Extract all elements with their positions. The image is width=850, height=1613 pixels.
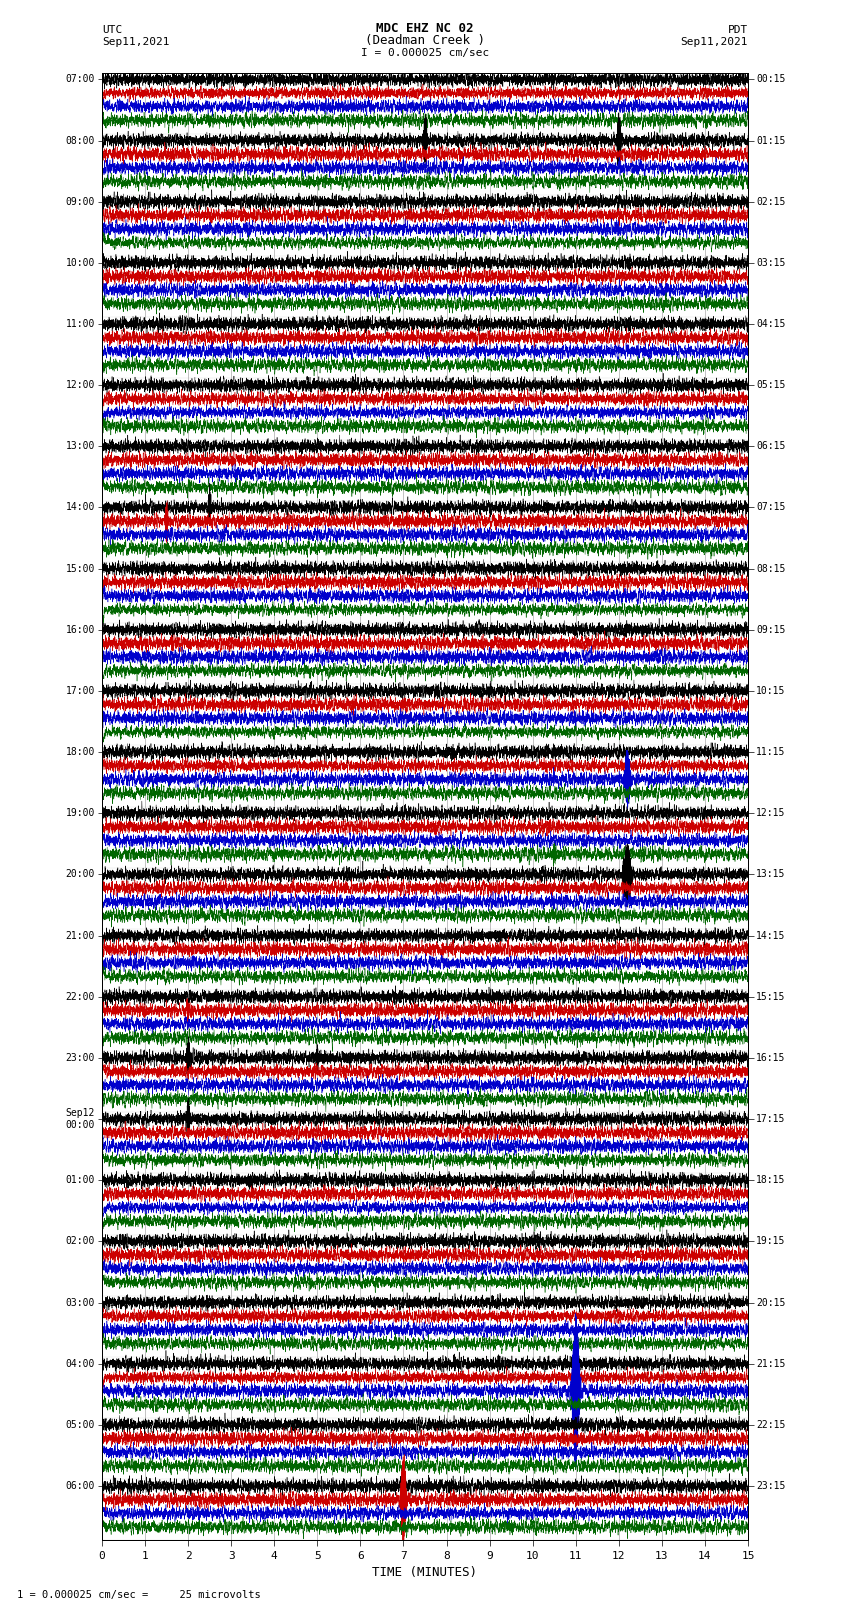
Text: (Deadman Creek ): (Deadman Creek ) xyxy=(365,34,485,47)
Text: 1 = 0.000025 cm/sec =     25 microvolts: 1 = 0.000025 cm/sec = 25 microvolts xyxy=(17,1590,261,1600)
Text: Sep11,2021: Sep11,2021 xyxy=(681,37,748,47)
Text: I = 0.000025 cm/sec: I = 0.000025 cm/sec xyxy=(361,48,489,58)
X-axis label: TIME (MINUTES): TIME (MINUTES) xyxy=(372,1566,478,1579)
Text: PDT: PDT xyxy=(728,24,748,35)
Text: Sep11,2021: Sep11,2021 xyxy=(102,37,169,47)
Text: UTC: UTC xyxy=(102,24,122,35)
Text: MDC EHZ NC 02: MDC EHZ NC 02 xyxy=(377,21,473,35)
